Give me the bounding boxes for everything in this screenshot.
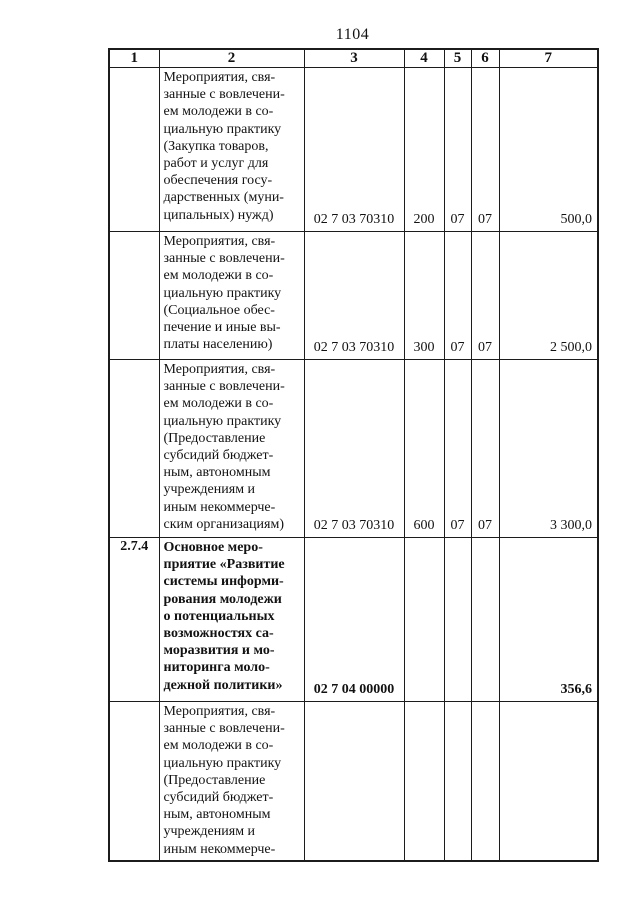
cell-section (443, 700, 472, 862)
cell-budget-code (303, 700, 405, 862)
cell-amount: 356,6 (498, 537, 599, 702)
budget-table: 1 2 3 4 5 6 7 Мероприятия, свя- занные с… (108, 48, 599, 862)
cell-row-number: 2.7.4 (108, 537, 160, 702)
column-header-6: 6 (470, 48, 500, 68)
table-header-row: 1 2 3 4 5 6 7 (108, 48, 599, 68)
cell-section: 07 (443, 231, 472, 360)
cell-row-number (108, 700, 160, 862)
column-header-4: 4 (403, 48, 445, 68)
cell-amount: 500,0 (498, 67, 599, 232)
cell-expense-type: 200 (403, 67, 445, 232)
cell-expense-type: 300 (403, 231, 445, 360)
cell-expense-name: Мероприятия, свя- занные с вовлечени- ем… (158, 700, 305, 862)
cell-subsection: 07 (470, 67, 500, 232)
cell-expense-type: 600 (403, 359, 445, 538)
cell-budget-code: 02 7 04 00000 (303, 537, 405, 702)
cell-budget-code: 02 7 03 70310 (303, 359, 405, 538)
cell-amount: 3 300,0 (498, 359, 599, 538)
cell-expense-type (403, 700, 445, 862)
column-header-3: 3 (303, 48, 405, 68)
table-row: Мероприятия, свя- занные с вовлечени- ем… (108, 231, 599, 360)
cell-section (443, 537, 472, 702)
column-header-2: 2 (158, 48, 305, 68)
cell-subsection (470, 537, 500, 702)
cell-row-number (108, 67, 160, 232)
cell-expense-name: Мероприятия, свя- занные с вовлечени- ем… (158, 67, 305, 232)
cell-amount (498, 700, 599, 862)
cell-row-number (108, 231, 160, 360)
cell-subsection (470, 700, 500, 862)
cell-expense-name: Мероприятия, свя- занные с вовлечени- ем… (158, 231, 305, 360)
cell-budget-code: 02 7 03 70310 (303, 67, 405, 232)
cell-section: 07 (443, 67, 472, 232)
cell-amount: 2 500,0 (498, 231, 599, 360)
cell-subsection: 07 (470, 231, 500, 360)
cell-expense-type (403, 537, 445, 702)
cell-expense-name: Мероприятия, свя- занные с вовлечени- ем… (158, 359, 305, 538)
page-number: 1104 (335, 26, 370, 43)
table-row: Мероприятия, свя- занные с вовлечени- ем… (108, 67, 599, 232)
cell-section: 07 (443, 359, 472, 538)
table-row: Мероприятия, свя- занные с вовлечени- ем… (108, 700, 599, 862)
column-header-5: 5 (443, 48, 472, 68)
column-header-7: 7 (498, 48, 599, 68)
table-row: Мероприятия, свя- занные с вовлечени- ем… (108, 359, 599, 538)
cell-row-number (108, 359, 160, 538)
cell-expense-name: Основное меро- приятие «Развитие системы… (158, 537, 305, 702)
column-header-1: 1 (108, 48, 160, 68)
cell-budget-code: 02 7 03 70310 (303, 231, 405, 360)
cell-subsection: 07 (470, 359, 500, 538)
table-row-main-measure: 2.7.4 Основное меро- приятие «Развитие с… (108, 537, 599, 702)
